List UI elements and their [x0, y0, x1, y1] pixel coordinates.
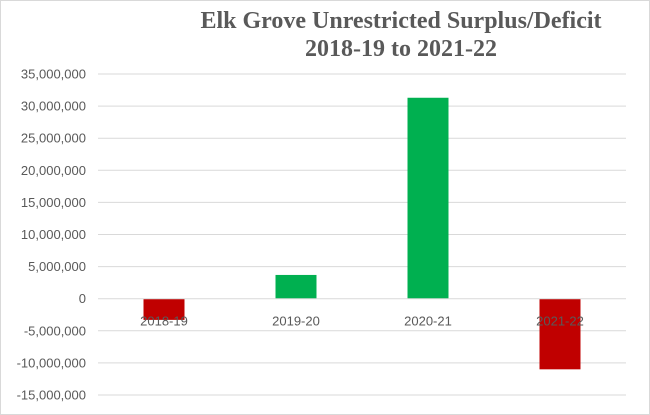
y-tick-label: 15,000,000 [21, 195, 86, 210]
y-tick-label: -10,000,000 [17, 355, 86, 370]
category-label: 2021-22 [536, 314, 584, 329]
chart-title-line-1: Elk Grove Unrestricted Surplus/Deficit [200, 8, 602, 34]
chart-title-line-2: 2018-19 to 2021-22 [305, 36, 497, 62]
y-tick-label: 10,000,000 [21, 227, 86, 242]
y-tick-label: 30,000,000 [21, 99, 86, 114]
category-label: 2020-21 [404, 314, 452, 329]
y-axis-tick-labels: 35,000,000 30,000,000 25,000,000 20,000,000… [17, 67, 86, 403]
y-tick-label: -15,000,000 [17, 388, 86, 403]
y-tick-label: 25,000,000 [21, 131, 86, 146]
gridlines [98, 73, 626, 396]
bar-2020-21 [407, 97, 449, 299]
y-tick-label: 0 [79, 291, 86, 306]
category-label: 2018-19 [140, 314, 188, 329]
y-tick-label: 35,000,000 [21, 67, 86, 82]
bar-2021-22 [539, 298, 581, 370]
y-tick-label: -5,000,000 [24, 323, 86, 338]
y-tick-label: 20,000,000 [21, 163, 86, 178]
category-label: 2019-20 [272, 314, 320, 329]
bar-2018-19 [143, 298, 185, 320]
bars [143, 97, 581, 370]
category-labels: 2018-19 2019-20 2020-21 2021-22 [140, 314, 584, 329]
y-tick-label: 5,000,000 [28, 259, 86, 274]
bar-2019-20 [275, 274, 317, 299]
